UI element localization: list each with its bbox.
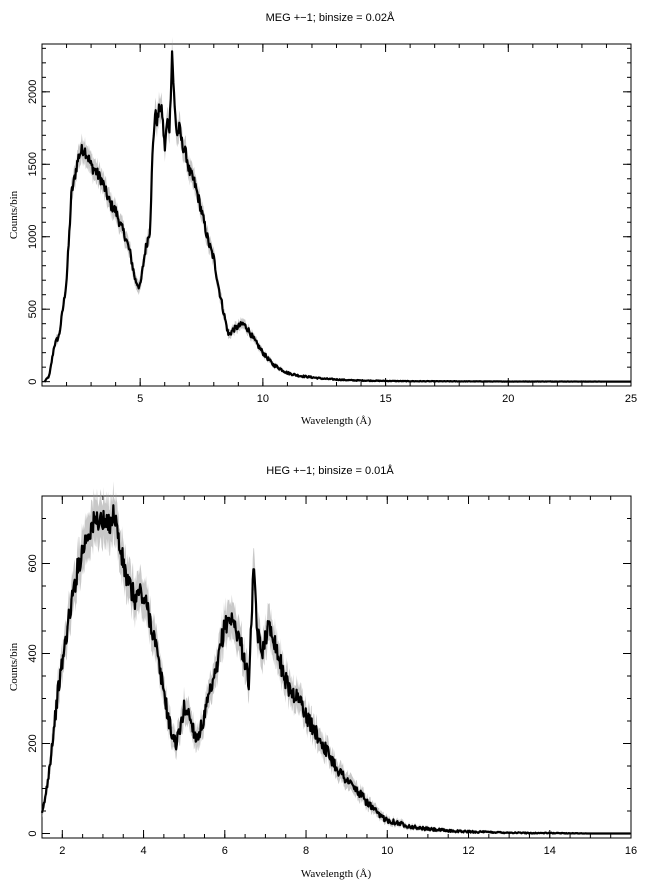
meg-plot-frame bbox=[41, 43, 632, 387]
meg-ticks: 5 10 15 20 25 0 500 1000 1500 2000 bbox=[27, 44, 637, 405]
heg-y-tick-label: 400 bbox=[27, 644, 39, 662]
meg-x-tick-label: 10 bbox=[257, 393, 269, 405]
heg-title: HEG +−1; binsize = 0.01Å bbox=[266, 464, 394, 477]
heg-x-tick-label: 4 bbox=[140, 845, 146, 857]
meg-y-tick-label: 1000 bbox=[27, 224, 39, 248]
heg-x-tick-label: 16 bbox=[625, 845, 637, 857]
heg-series-line bbox=[40, 504, 631, 835]
heg-panel: HEG +−1; binsize = 0.01Å Counts/bin Wave… bbox=[8, 464, 637, 880]
heg-y-tick-label: 200 bbox=[27, 734, 39, 752]
heg-series bbox=[40, 504, 631, 835]
heg-x-tick-label: 6 bbox=[222, 845, 228, 857]
heg-x-tick-label: 14 bbox=[544, 845, 556, 857]
meg-x-tick-label: 15 bbox=[379, 393, 391, 405]
heg-y-axis-label: Counts/bin bbox=[8, 642, 20, 691]
meg-series-line bbox=[43, 50, 632, 383]
heg-y-tick-label: 0 bbox=[27, 830, 39, 836]
meg-y-tick-label: 0 bbox=[27, 379, 39, 385]
heg-x-tick-label: 2 bbox=[59, 845, 65, 857]
heg-series-error-band bbox=[42, 481, 631, 835]
heg-x-tick-label: 10 bbox=[381, 845, 393, 857]
meg-y-tick-label: 1500 bbox=[27, 152, 39, 176]
meg-y-tick-label: 500 bbox=[27, 300, 39, 318]
meg-x-tick-label: 5 bbox=[137, 393, 143, 405]
meg-y-axis-label: Counts/bin bbox=[8, 190, 20, 239]
meg-series-error-band bbox=[44, 37, 631, 382]
meg-title: MEG +−1; binsize = 0.02Å bbox=[266, 11, 395, 24]
heg-y-tick-label: 600 bbox=[27, 554, 39, 572]
meg-error-band bbox=[44, 37, 631, 382]
heg-x-axis-label: Wavelength (Å) bbox=[301, 868, 372, 880]
meg-y-tick-label: 2000 bbox=[27, 80, 39, 104]
heg-x-tick-label: 8 bbox=[303, 845, 309, 857]
meg-x-axis-label: Wavelength (Å) bbox=[301, 415, 372, 427]
meg-series bbox=[43, 50, 632, 383]
heg-ticks: 2 4 6 8 10 12 14 16 0 200 400 600 bbox=[27, 495, 637, 857]
meg-x-tick-label: 20 bbox=[502, 393, 514, 405]
heg-plot-frame bbox=[41, 495, 632, 839]
meg-panel: MEG +−1; binsize = 0.02Å Counts/bin Wave… bbox=[8, 11, 637, 427]
heg-x-tick-label: 12 bbox=[462, 845, 474, 857]
heg-error-band bbox=[42, 481, 631, 835]
meg-x-tick-label: 25 bbox=[625, 393, 637, 405]
